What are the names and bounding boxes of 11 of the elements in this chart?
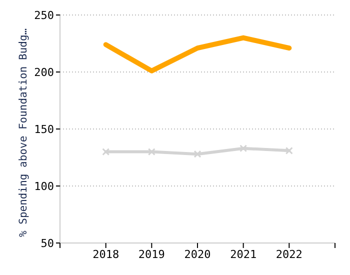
x-tick-label: 2021 bbox=[230, 248, 257, 261]
y-tick-label: 200 bbox=[34, 66, 54, 79]
y-axis-title: % Spending above Foundation Budg… bbox=[18, 28, 30, 237]
x-tick-label: 2020 bbox=[184, 248, 211, 261]
x-tick-label: 2022 bbox=[276, 248, 302, 261]
y-tick-label: 50 bbox=[40, 236, 54, 250]
y-tick-label: 100 bbox=[34, 180, 54, 193]
x-tick-label: 2018 bbox=[92, 248, 120, 261]
y-tick-label: 250 bbox=[34, 8, 54, 22]
x-tick-label: 2019 bbox=[138, 248, 165, 261]
y-tick-label: 150 bbox=[34, 122, 54, 136]
